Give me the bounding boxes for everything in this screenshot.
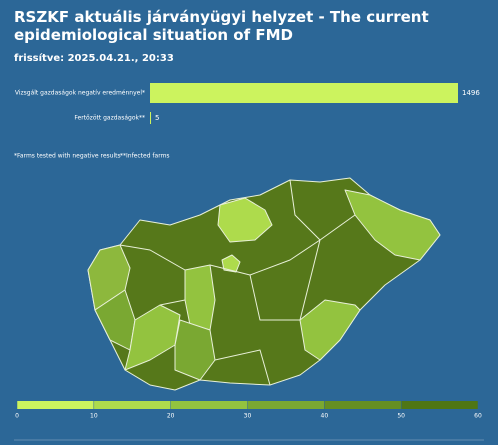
scale-tick-label: 30 [244,413,252,420]
scale-tick-label: 40 [321,413,329,420]
county [299,299,361,361]
scale-tick-label: 20 [167,413,175,420]
category-label: Fertőzött gazdaságok** [74,115,145,122]
updated: frissítve: 2025.04.21., 20:33 [14,52,174,64]
scale-segment [401,401,478,409]
scale-tick-label: 50 [397,413,405,420]
bar [150,112,152,124]
scale-segment [324,401,402,409]
category-label: Vizsgált gazdaságok negatív eredménnyel* [15,90,145,97]
bar [150,83,458,103]
value-label: 5 [155,114,159,122]
scale-tick-label: 0 [15,413,19,420]
value-label: 1496 [462,89,480,97]
scale-segment [247,401,325,409]
county [344,189,441,261]
title-box: RSZKF aktuális járványügyi helyzet - The… [14,8,429,44]
scale-segment [93,401,171,409]
scale-tick-label: 60 [474,413,482,420]
map [87,177,441,391]
footnote: *Farms tested with negative results [14,153,121,160]
scale-segment [170,401,248,409]
scale-segment [17,401,94,409]
county [184,264,216,331]
title: RSZKF aktuális járványügyi helyzet - The… [14,8,429,44]
scale-tick-label: 10 [90,413,98,420]
county [217,197,273,243]
county-border [119,179,356,386]
footnote: **Infected farms [120,153,170,160]
